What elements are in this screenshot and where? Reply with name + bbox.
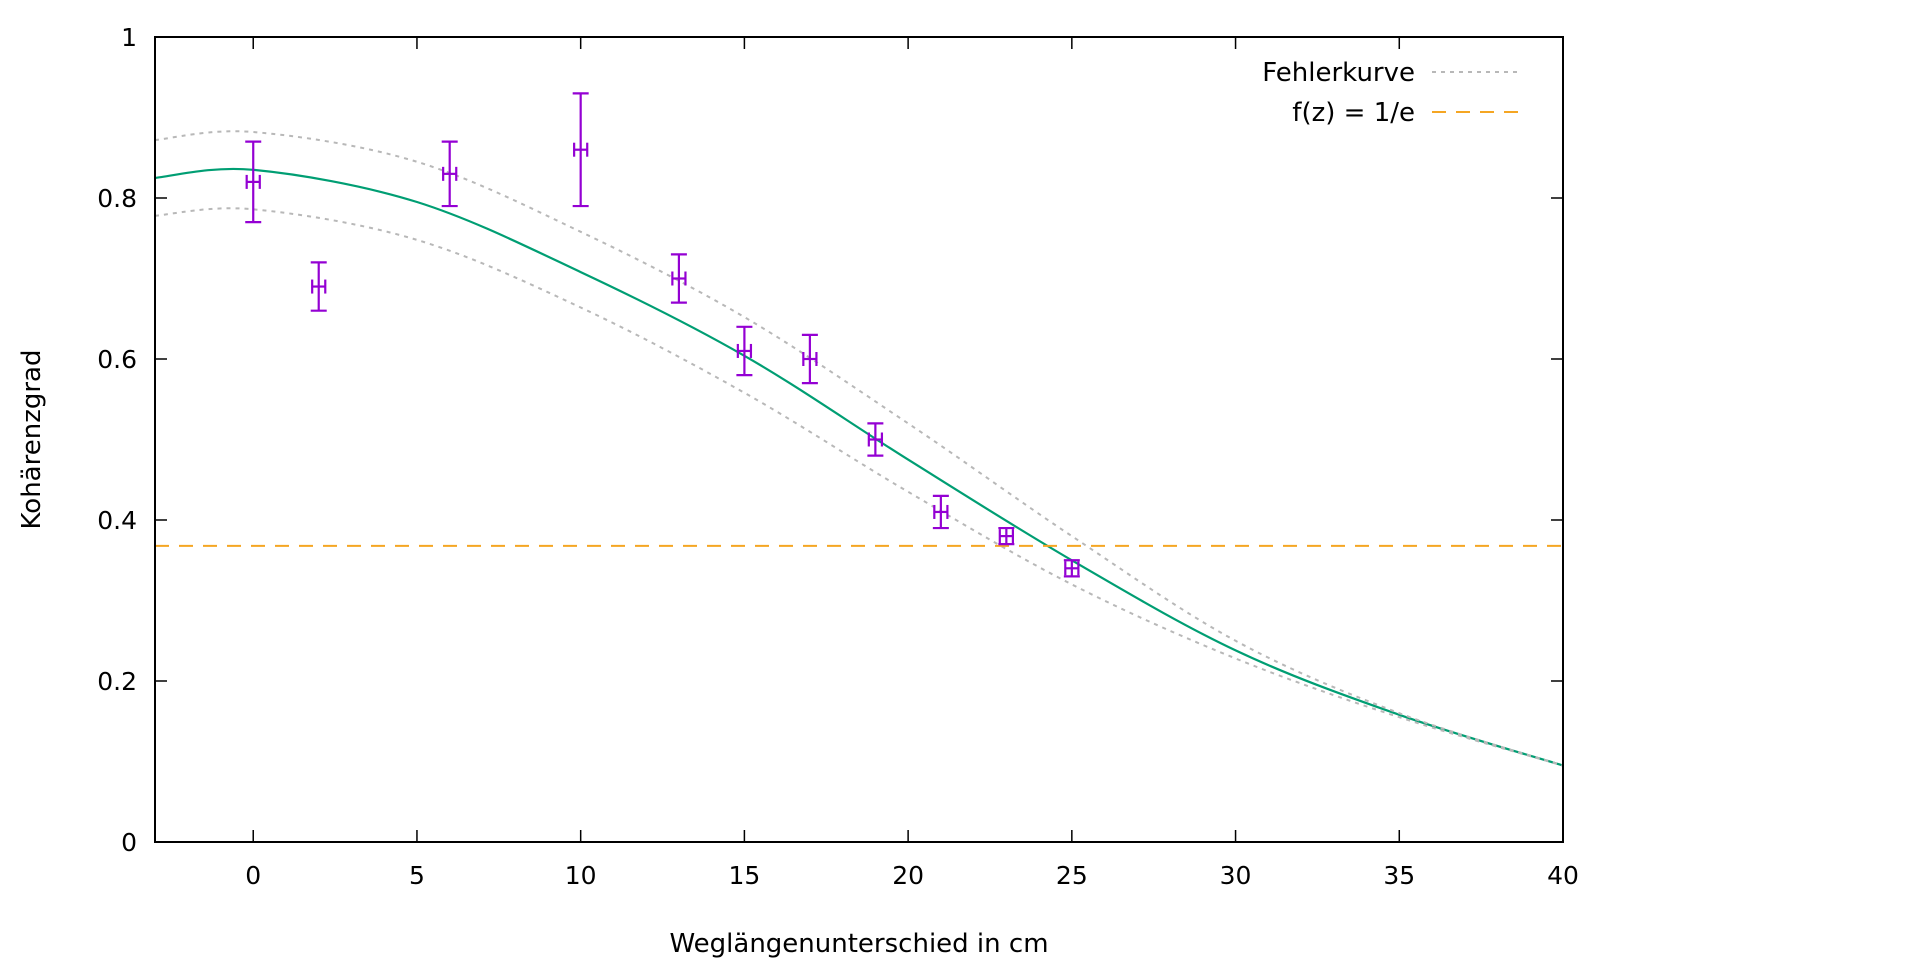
upper-error-curve xyxy=(154,130,1564,767)
y-axis-label: Kohärenzgrad xyxy=(17,350,47,530)
x-tick-label: 40 xyxy=(1547,861,1579,890)
x-tick-label: 15 xyxy=(728,861,760,890)
plot-frame xyxy=(154,36,1564,843)
data-point xyxy=(441,140,458,208)
y-tick-label: 0 xyxy=(121,828,137,857)
legend-label: Fehlerkurve xyxy=(1262,58,1415,88)
data-point xyxy=(310,261,327,312)
y-tick-label: 0.2 xyxy=(97,667,137,696)
data-point xyxy=(572,92,589,208)
legend: Fehlerkurve f(z) = 1/e xyxy=(1262,58,1518,128)
data-point xyxy=(1063,559,1080,578)
x-tick-label: 0 xyxy=(245,861,261,890)
fit-curve xyxy=(154,167,1564,767)
lower-error-curve xyxy=(154,207,1564,767)
data-point xyxy=(670,253,687,304)
data-point-layer xyxy=(245,92,1080,578)
data-point xyxy=(801,333,818,385)
tick-layer: 0 5 10 15 20 25 30 35 40 0 0.2 0.4 0.6 0.8 1 xyxy=(97,23,1579,890)
x-tick-label: 5 xyxy=(409,861,425,890)
y-tick-label: 0.6 xyxy=(97,345,137,374)
x-tick-label: 25 xyxy=(1056,861,1088,890)
y-tick-label: 0.8 xyxy=(97,184,137,213)
y-tick-label: 0.4 xyxy=(97,506,137,535)
x-tick-label: 20 xyxy=(892,861,924,890)
x-tick-label: 30 xyxy=(1220,861,1252,890)
curve-layer xyxy=(154,130,1564,767)
x-axis-label: Weglängenunterschied in cm xyxy=(669,929,1048,959)
data-point xyxy=(932,494,949,530)
data-point xyxy=(867,422,884,457)
y-tick-label: 1 xyxy=(121,23,137,52)
data-point xyxy=(736,325,753,377)
x-tick-label: 35 xyxy=(1383,861,1415,890)
data-point xyxy=(998,526,1015,546)
data-point xyxy=(245,140,262,224)
legend-label: f(z) = 1/e xyxy=(1292,98,1415,128)
x-tick-label: 10 xyxy=(565,861,597,890)
